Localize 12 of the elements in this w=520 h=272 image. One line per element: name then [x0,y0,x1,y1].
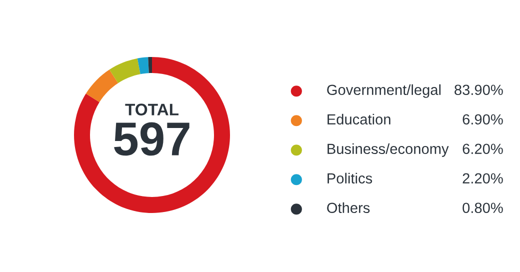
data-label: 83.90% [454,84,503,96]
legend-label: Education [328,114,390,125]
legend-label: Business/economy [328,143,449,157]
legend-label: Politics [328,172,372,184]
data-label: 0.80% [462,202,503,214]
data-label: 6.20% [462,144,503,154]
legend-label: Government/legal [327,84,441,98]
data-label: 2.20% [462,173,503,184]
text: TOTAL [125,104,178,116]
data-label: 6.90% [462,114,503,125]
text: 597 [114,122,190,156]
legend-label: Others [327,202,370,214]
